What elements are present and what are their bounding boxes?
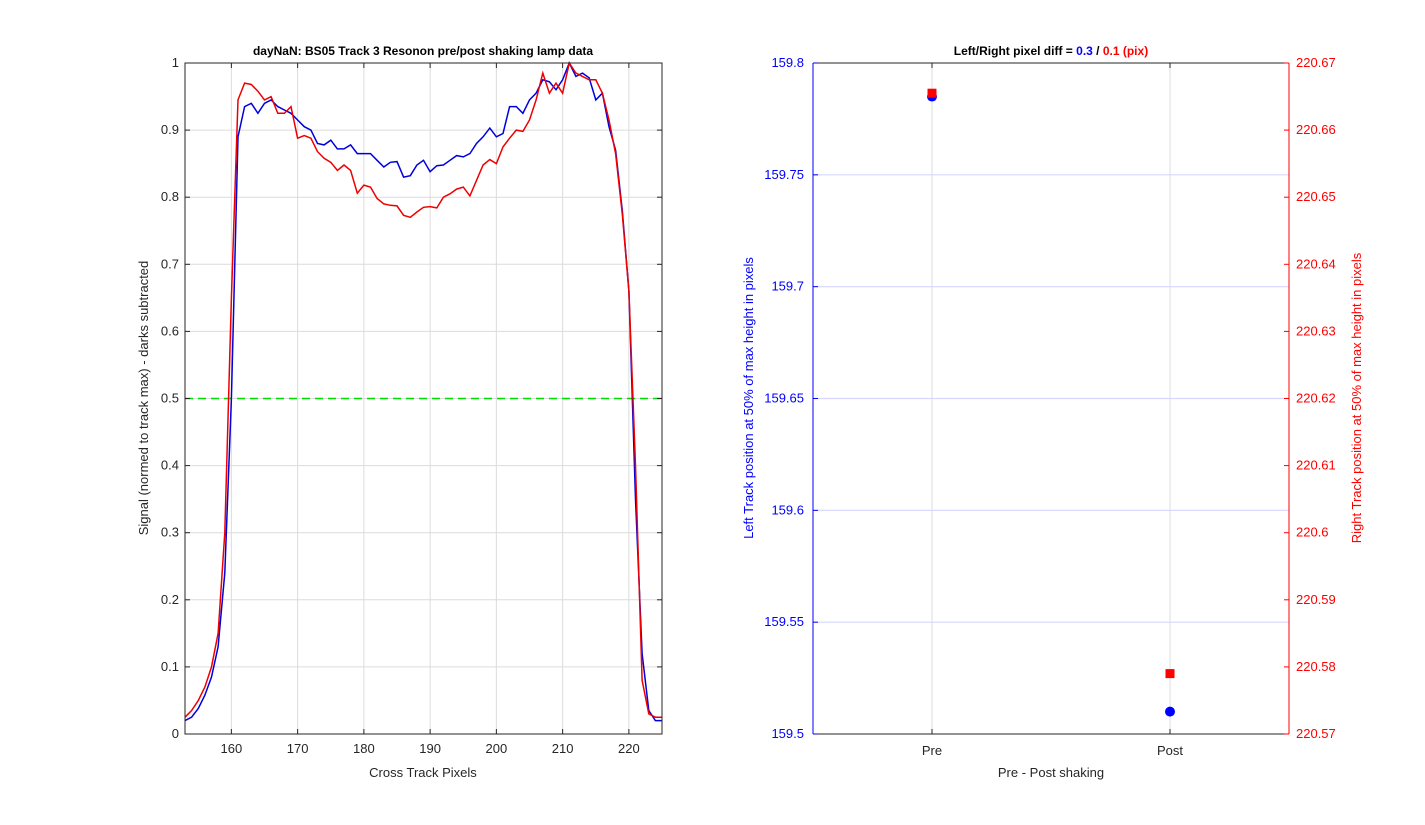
left-track-point-post bbox=[1165, 706, 1175, 717]
right-y-tick-label: 220.57 bbox=[1296, 726, 1336, 741]
y-tick-label: 0.2 bbox=[161, 592, 179, 607]
right-y-tick-label: 220.64 bbox=[1296, 256, 1336, 271]
left-y-tick-label: 159.75 bbox=[764, 167, 804, 182]
y-tick-label: 0.3 bbox=[161, 525, 179, 540]
x-tick-label: 160 bbox=[221, 741, 243, 756]
y-tick-label: 0.1 bbox=[161, 659, 179, 674]
left-plot-ylabel: Signal (normed to track max) - darks sub… bbox=[136, 261, 151, 536]
series-line-2 bbox=[184, 61, 662, 718]
x-tick-label: 200 bbox=[486, 741, 508, 756]
x-tick-label: 190 bbox=[419, 741, 441, 756]
left-plot: 160 170 180 190 200 210 220 0 0.1 0.2 0.3 0.4 0.5 0.6… bbox=[136, 44, 663, 780]
right-plot-left-ylabel: Left Track position at 50% of max height… bbox=[741, 257, 756, 539]
right-plot-xlabel: Pre - Post shaking bbox=[998, 765, 1104, 780]
left-y-tick-label: 159.6 bbox=[771, 502, 804, 517]
right-plot-markers bbox=[927, 88, 1175, 717]
left-y-tick-label: 159.5 bbox=[771, 726, 804, 741]
category-label: Post bbox=[1157, 743, 1183, 758]
y-tick-label: 0.6 bbox=[161, 323, 179, 338]
right-y-tick-label: 220.66 bbox=[1296, 122, 1336, 137]
title-part-3: / bbox=[1093, 44, 1103, 58]
x-tick-label: 210 bbox=[552, 741, 574, 756]
right-track-point-post bbox=[1165, 669, 1175, 679]
right-plot-title: Left/Right pixel diff = 0.3 / 0.1 (pix) bbox=[954, 44, 1148, 58]
series-line-1 bbox=[184, 61, 662, 722]
left-plot-series bbox=[184, 61, 662, 722]
right-y-tick-label: 220.58 bbox=[1296, 659, 1336, 674]
right-track-point-pre bbox=[927, 88, 937, 98]
y-tick-label: 0.8 bbox=[161, 189, 179, 204]
left-plot-xlabel: Cross Track Pixels bbox=[369, 765, 477, 780]
title-part-1: Left/Right pixel diff = bbox=[954, 44, 1076, 58]
x-tick-label: 180 bbox=[353, 741, 375, 756]
left-y-tick-label: 159.55 bbox=[764, 614, 804, 629]
y-tick-label: 0.9 bbox=[161, 122, 179, 137]
right-plot: Pre Post 159.5 159.55 159.6 159.65 159.7 159.75… bbox=[741, 44, 1364, 780]
right-y-tick-label: 220.65 bbox=[1296, 189, 1336, 204]
right-y-tick-label: 220.63 bbox=[1296, 323, 1336, 338]
x-tick-label: 220 bbox=[618, 741, 640, 756]
y-tick-label: 0.7 bbox=[161, 256, 179, 271]
right-y-tick-label: 220.67 bbox=[1296, 55, 1336, 70]
title-part-2: 0.3 bbox=[1076, 44, 1093, 58]
right-y-tick-label: 220.59 bbox=[1296, 592, 1336, 607]
right-y-tick-label: 220.62 bbox=[1296, 391, 1336, 406]
right-y-tick-label: 220.6 bbox=[1296, 525, 1329, 540]
y-tick-label: 0.4 bbox=[161, 458, 179, 473]
y-tick-label: 1 bbox=[172, 55, 179, 70]
left-y-tick-label: 159.8 bbox=[771, 55, 804, 70]
right-plot-right-ylabel: Right Track position at 50% of max heigh… bbox=[1349, 252, 1364, 543]
y-tick-label: 0 bbox=[172, 726, 179, 741]
left-y-tick-label: 159.65 bbox=[764, 391, 804, 406]
left-y-tick-label: 159.7 bbox=[771, 279, 804, 294]
left-plot-title: dayNaN: BS05 Track 3 Resonon pre/post sh… bbox=[253, 44, 593, 58]
y-tick-label: 0.5 bbox=[161, 391, 179, 406]
right-plot-grid bbox=[813, 63, 1289, 734]
x-tick-label: 170 bbox=[287, 741, 309, 756]
right-y-tick-label: 220.61 bbox=[1296, 458, 1336, 473]
left-plot-ticks: 160 170 180 190 200 210 220 0 0.1 0.2 0.3 0.4 0.5 0.6… bbox=[161, 55, 662, 756]
title-part-4: 0.1 (pix) bbox=[1103, 44, 1148, 58]
category-label: Pre bbox=[922, 743, 942, 758]
right-plot-ticks: Pre Post 159.5 159.55 159.6 159.65 159.7 159.75… bbox=[764, 55, 1336, 758]
